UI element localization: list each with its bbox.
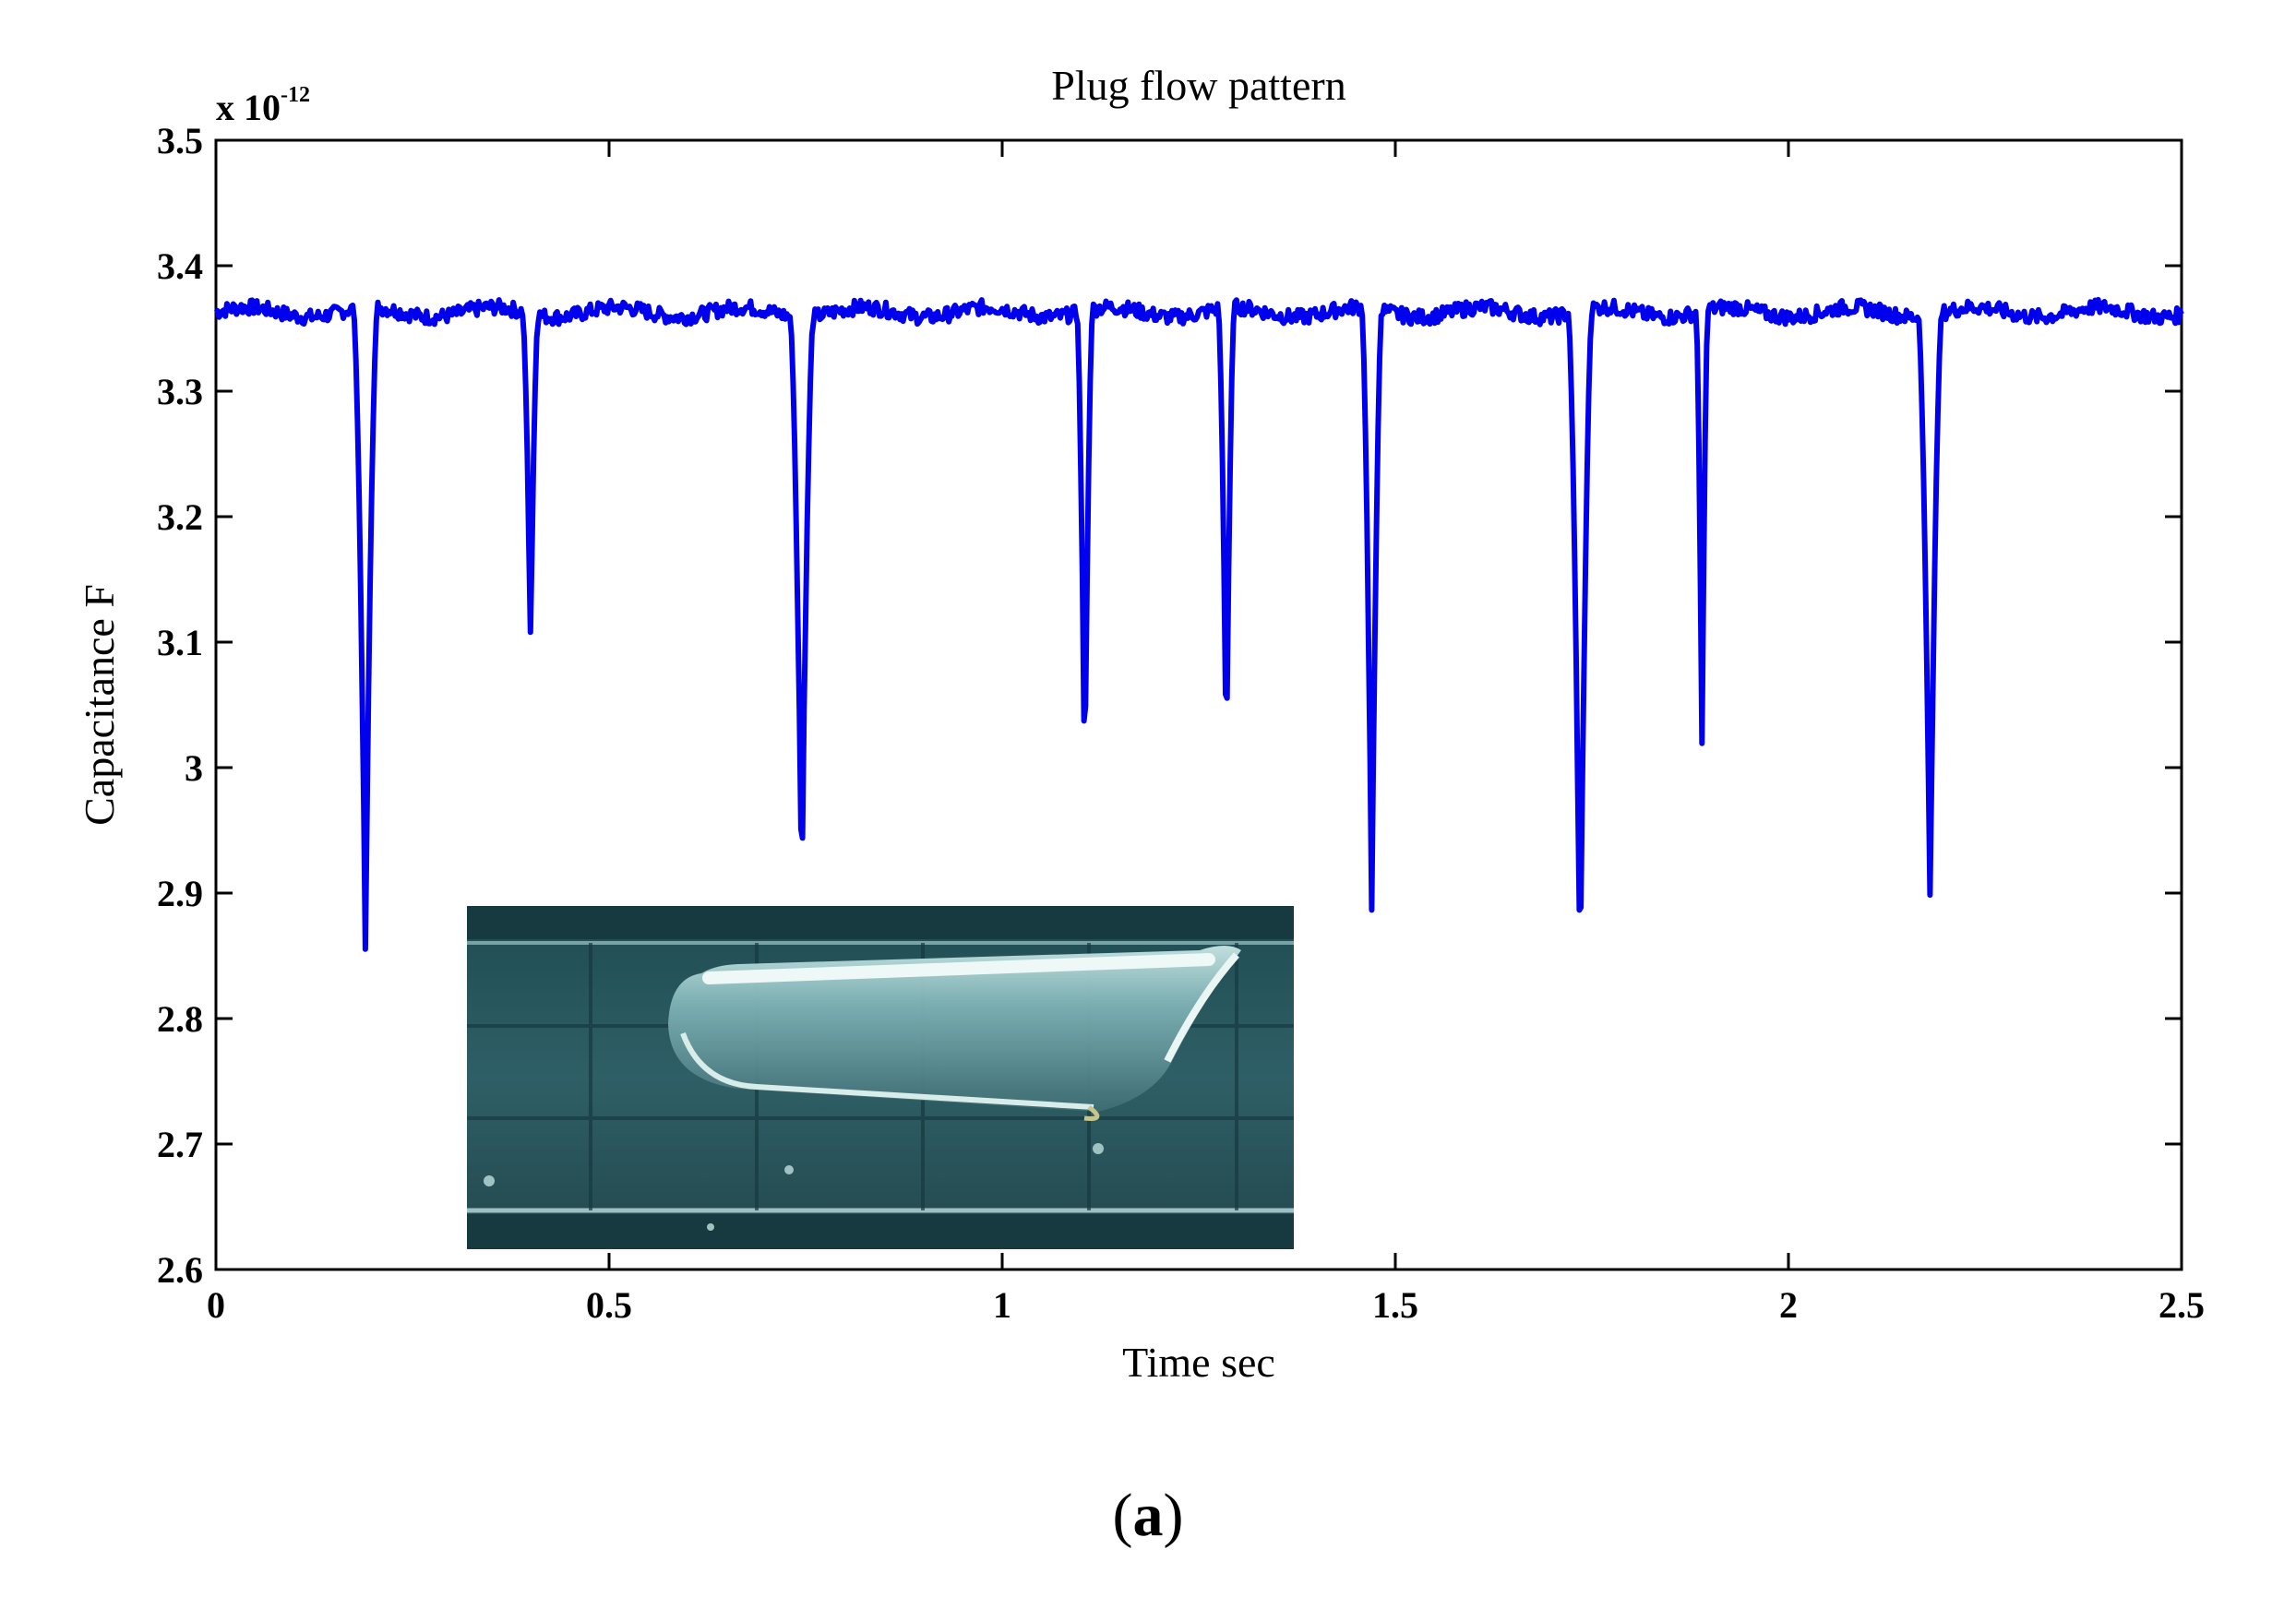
capacitance-series-line [213, 296, 2184, 952]
chart-title: Plug flow pattern [1051, 62, 1345, 109]
caption-letter: a [1132, 1482, 1164, 1549]
x-tick-label: 2.5 [2158, 1284, 2205, 1326]
y-tick-label: 2.8 [157, 998, 203, 1040]
x-tick-label: 2 [1779, 1284, 1798, 1326]
x-tick-label: 0.5 [586, 1284, 632, 1326]
y-axis-ticks: 2.6 2.7 2.8 2.9 3 3.1 3.2 3.3 3.4 3.5 [157, 120, 2182, 1291]
x-axis-label: Time sec [1122, 1339, 1275, 1386]
y-exponent-label: x 10-12 [216, 83, 310, 128]
y-tick-label: 3.1 [157, 622, 203, 663]
caption-open: ( [1112, 1482, 1133, 1549]
y-tick-label: 3 [185, 747, 203, 789]
y-tick-label: 2.7 [157, 1124, 203, 1165]
y-exponent-base: x 10 [216, 87, 281, 128]
x-tick-label: 0 [207, 1284, 225, 1326]
y-exponent-power: -12 [281, 83, 310, 107]
caption-close: ) [1163, 1482, 1184, 1549]
x-tick-label: 1.5 [1372, 1284, 1418, 1326]
y-tick-label: 2.9 [157, 873, 203, 914]
y-tick-label: 2.6 [157, 1249, 203, 1291]
y-tick-label: 3.2 [157, 496, 203, 538]
plug-flow-photo-inset [467, 906, 1294, 1249]
y-tick-label: 3.5 [157, 120, 203, 161]
x-axis-ticks: 0 0.5 1 1.5 2 2.5 [207, 140, 2205, 1326]
y-axis-label: Capacitance F [76, 584, 123, 826]
x-tick-label: 1 [993, 1284, 1011, 1326]
panel-caption: (a) [0, 1481, 2296, 1551]
y-tick-label: 3.4 [157, 245, 203, 287]
y-tick-label: 3.3 [157, 371, 203, 412]
